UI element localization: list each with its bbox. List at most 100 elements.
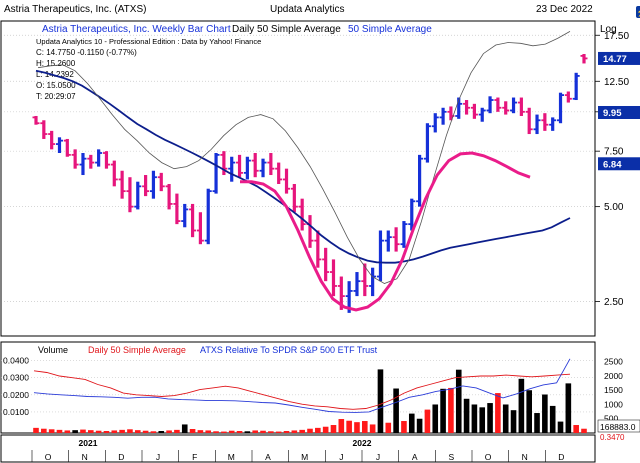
chart-date: 23 Dec 2022 [536, 4, 593, 15]
price-bar [63, 138, 71, 157]
price-bar [236, 154, 244, 178]
year-label: 2021 [79, 438, 98, 448]
volume-bar [549, 405, 556, 433]
price-bar [541, 113, 549, 131]
volume-bar [244, 431, 251, 433]
vol-ma-label: Daily 50 Simple Average [88, 345, 186, 355]
price-bar [134, 181, 142, 210]
volume-right-tick-label: 500 [604, 414, 618, 424]
price-bar [87, 154, 95, 169]
price-bar [189, 203, 197, 238]
volume-bar [526, 390, 532, 433]
price-bar [275, 162, 283, 184]
volume-bar [542, 394, 548, 433]
price-bar [243, 156, 251, 180]
price-tick-label: 2.50 [604, 297, 624, 308]
volume-bar [221, 431, 227, 433]
volume-bar [463, 398, 470, 433]
month-label: O [485, 452, 492, 462]
volume-bar [181, 424, 188, 433]
volume-right-tick-label: 1000 [604, 399, 623, 409]
volume-bar [362, 421, 368, 433]
price-bar [486, 96, 494, 114]
price-bar [32, 115, 40, 125]
price-bar [55, 137, 63, 154]
volume-bar [80, 429, 86, 433]
price-bar [110, 160, 118, 187]
volume-bar [479, 407, 486, 433]
price-bar [314, 230, 322, 268]
volume-bar [134, 430, 141, 433]
price-bar [431, 113, 439, 133]
volume-bar [64, 430, 71, 433]
price-badge [598, 105, 640, 119]
volume-bar [88, 430, 94, 433]
year-axis: 2021 2022 [79, 438, 372, 448]
price-bar [353, 272, 361, 297]
volume-bar [581, 428, 587, 433]
volume-right-tick-label: 2000 [604, 371, 623, 381]
month-label: S [448, 452, 454, 462]
volume-bar [502, 404, 509, 433]
volume-bar [228, 430, 235, 433]
ohlc-open: O: 15.0500 [36, 81, 76, 90]
volume-bar [95, 430, 102, 433]
volume-bar [354, 422, 360, 433]
volume-bar [424, 409, 431, 433]
volume-bar [166, 430, 172, 433]
price-badges: 14.77 9.95 6.84 [598, 51, 640, 171]
volume-bar [299, 429, 305, 433]
price-badge-value: 6.84 [603, 159, 622, 170]
price-badge-value: 14.77 [603, 54, 627, 65]
volume-bar [573, 425, 579, 433]
month-label: D [118, 452, 124, 462]
volume-bar [205, 430, 212, 433]
app-title: Updata Analytics [270, 4, 345, 15]
volume-bar [487, 403, 493, 433]
price-bar [376, 230, 384, 282]
volume-bar [33, 427, 39, 433]
price-bar [322, 247, 330, 282]
volume-bar [432, 404, 439, 433]
volume-bar [213, 431, 219, 433]
volume-bar [440, 388, 446, 433]
volume-bar [103, 431, 110, 433]
ma50-line [35, 69, 571, 264]
volume-bar [174, 429, 180, 433]
price-bar [118, 170, 126, 199]
price-bar [494, 97, 502, 112]
month-label: N [82, 452, 88, 462]
price-bar [196, 212, 204, 245]
volume-bar [408, 413, 415, 433]
volume-bar [518, 378, 525, 433]
volume-bar [416, 418, 423, 433]
relative-label: ATXS Relative To SPDR S&P 500 ETF Trust [200, 345, 378, 355]
price-bar [533, 114, 541, 135]
price-bar [463, 100, 471, 115]
price-bar [142, 175, 150, 197]
month-label: J [156, 452, 160, 462]
volume-bar [534, 413, 540, 433]
month-label: D [558, 452, 564, 462]
price-bar [329, 259, 337, 297]
price-bar [478, 107, 486, 122]
price-bar [580, 53, 588, 64]
volume-bar [236, 431, 243, 433]
price-badge [598, 157, 640, 171]
price-bar [259, 158, 267, 178]
volume-bar [142, 430, 149, 433]
month-label: N [522, 452, 528, 462]
price-tick-label: 17.50 [604, 31, 629, 42]
volume-bar [565, 383, 572, 433]
edition-label: Updata Analytics 10 - Professional Editi… [36, 37, 261, 46]
volume-bar [260, 430, 266, 433]
price-bar [173, 193, 181, 225]
price-bar [447, 106, 455, 121]
price-bar [416, 154, 424, 207]
volume-bar [41, 428, 47, 433]
ohlc-time: T: 20:29:07 [36, 92, 76, 101]
volume-right-tick-label: 2500 [604, 357, 623, 367]
volume-label: Volume [38, 345, 68, 355]
